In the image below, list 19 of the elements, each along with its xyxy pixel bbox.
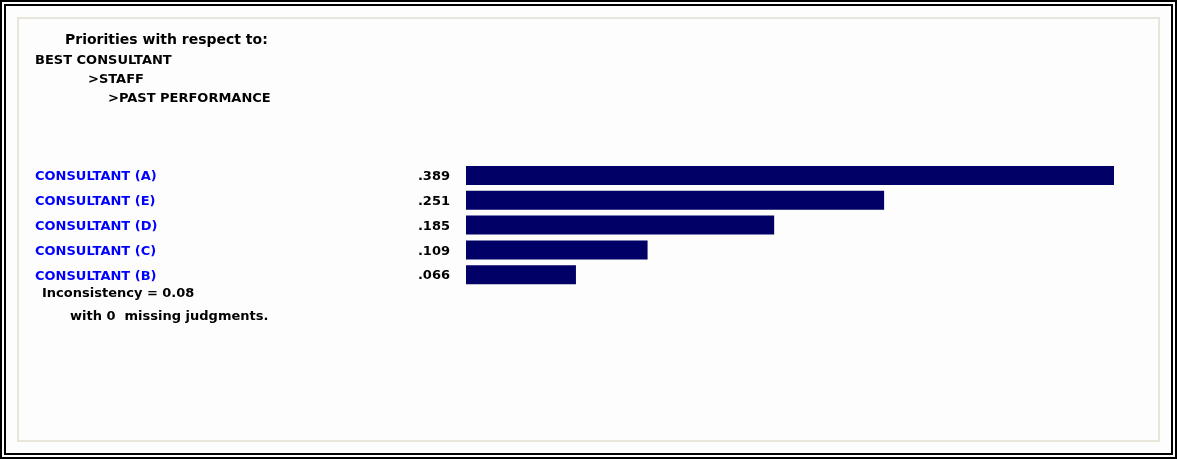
y-tick-label: CONSULTANT (D) [35, 218, 158, 233]
data-label: .389 [417, 168, 450, 184]
data-label: .109 [417, 242, 450, 258]
bar [466, 265, 576, 285]
y-tick-label: CONSULTANT (A) [35, 168, 157, 184]
y-tick-label: CONSULTANT (E) [35, 193, 156, 209]
text: Priorities with respect to: [65, 31, 268, 47]
data-label: .066 [417, 267, 450, 283]
bar [466, 240, 648, 260]
data-label: .185 [417, 217, 450, 233]
text: with 0 missing judgments. [70, 308, 269, 323]
data-label: .251 [417, 192, 450, 208]
bar [466, 215, 775, 235]
bar [466, 190, 885, 210]
text: BEST CONSULTANT >STAFF >PAST PERFORMANCE [35, 52, 271, 105]
y-tick-label: CONSULTANT (C) [35, 242, 157, 258]
bar [466, 166, 1114, 185]
text: Inconsistency = 0.08 [42, 285, 195, 300]
y-tick-label: CONSULTANT (B) [35, 267, 157, 283]
